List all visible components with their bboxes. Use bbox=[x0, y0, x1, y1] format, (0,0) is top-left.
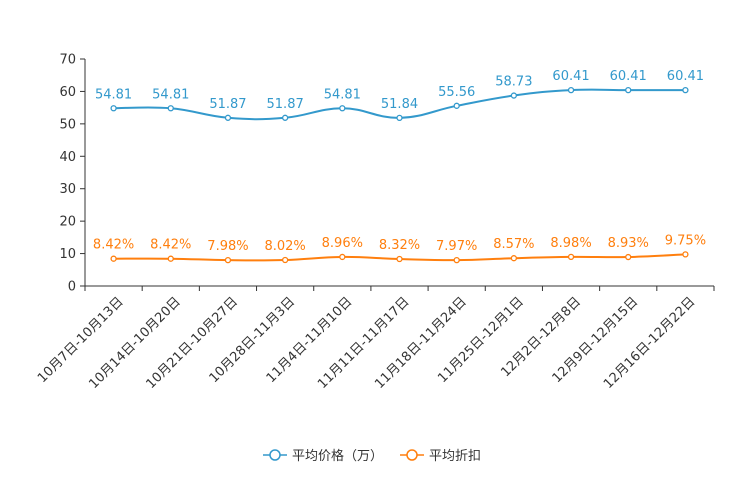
legend[interactable]: 平均价格（万） 平均折扣 bbox=[263, 448, 481, 464]
data-label: 8.57% bbox=[493, 237, 534, 252]
legend-label: 平均价格（万） bbox=[292, 448, 383, 464]
y-tick-label: 0 bbox=[68, 280, 76, 295]
data-point[interactable] bbox=[281, 114, 289, 121]
y-tick-label: 60 bbox=[59, 85, 76, 100]
y-tick-label: 50 bbox=[59, 117, 76, 132]
legend-label: 平均折扣 bbox=[429, 449, 481, 464]
data-point[interactable] bbox=[682, 86, 689, 94]
data-point[interactable] bbox=[567, 86, 575, 94]
data-point[interactable] bbox=[567, 253, 575, 261]
data-label: 8.42% bbox=[93, 238, 134, 253]
series-0: 54.81 54.81 51.87 51.87 54.81 51.84 55.56 58.73… bbox=[95, 69, 704, 122]
data-label: 51.84 bbox=[381, 97, 418, 112]
data-label: 58.73 bbox=[495, 75, 532, 90]
data-point[interactable] bbox=[625, 253, 632, 261]
data-label: 8.32% bbox=[379, 238, 420, 253]
data-label: 8.93% bbox=[608, 236, 649, 251]
y-tick-label: 30 bbox=[59, 182, 76, 197]
data-label: 8.42% bbox=[150, 238, 191, 253]
data-point[interactable] bbox=[396, 114, 403, 122]
data-point[interactable] bbox=[682, 251, 689, 258]
data-point[interactable] bbox=[339, 105, 346, 112]
data-point[interactable] bbox=[453, 102, 460, 109]
data-point[interactable] bbox=[510, 92, 518, 99]
data-label: 51.87 bbox=[267, 97, 304, 112]
data-label: 8.96% bbox=[322, 236, 363, 251]
legend-marker bbox=[269, 449, 281, 461]
y-tick-label: 40 bbox=[59, 150, 76, 165]
data-point[interactable] bbox=[110, 255, 117, 262]
data-point[interactable] bbox=[224, 114, 232, 121]
data-label: 51.87 bbox=[209, 97, 246, 112]
data-label: 7.97% bbox=[436, 239, 477, 254]
data-point[interactable] bbox=[110, 105, 117, 112]
data-label: 9.75% bbox=[665, 233, 706, 248]
legend-item-0[interactable]: 平均价格（万） bbox=[263, 448, 383, 464]
data-point[interactable] bbox=[453, 257, 460, 264]
chart-axes: 01020304050607010月7日-10月13日10月14日-10月20日… bbox=[35, 53, 715, 392]
data-label: 60.41 bbox=[667, 69, 704, 84]
series-1: 8.42% 8.42% 7.98% 8.02% 8.96% 8.32% 7.97% 8.57%… bbox=[93, 233, 706, 264]
y-tick-label: 10 bbox=[59, 247, 76, 262]
data-label: 54.81 bbox=[152, 87, 189, 102]
y-tick-label: 20 bbox=[59, 215, 76, 230]
data-point[interactable] bbox=[510, 255, 518, 262]
data-label: 7.98% bbox=[207, 239, 248, 254]
data-label: 55.56 bbox=[438, 85, 475, 100]
data-point[interactable] bbox=[625, 86, 632, 94]
legend-marker bbox=[406, 449, 418, 461]
y-tick-label: 70 bbox=[59, 53, 76, 68]
data-point[interactable] bbox=[396, 255, 403, 263]
data-label: 8.02% bbox=[264, 239, 305, 254]
data-point[interactable] bbox=[281, 256, 289, 264]
data-label: 60.41 bbox=[610, 69, 647, 84]
series-layer: 54.81 54.81 51.87 51.87 54.81 51.84 55.56 58.73… bbox=[93, 69, 706, 264]
data-point[interactable] bbox=[224, 256, 232, 264]
data-label: 54.81 bbox=[95, 87, 132, 102]
legend-item-1[interactable]: 平均折扣 bbox=[400, 449, 481, 464]
data-label: 60.41 bbox=[552, 69, 589, 84]
data-point[interactable] bbox=[167, 105, 174, 112]
data-label: 54.81 bbox=[324, 87, 361, 102]
data-point[interactable] bbox=[339, 253, 346, 261]
data-label: 8.98% bbox=[550, 236, 591, 251]
data-point[interactable] bbox=[167, 255, 174, 262]
